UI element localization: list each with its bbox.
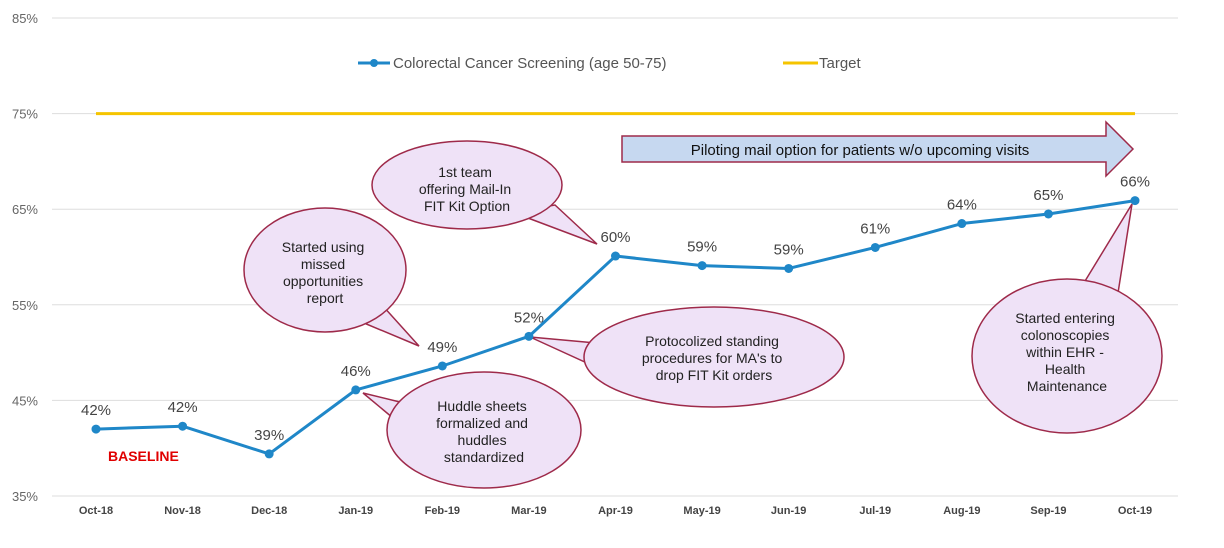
data-point: [784, 263, 794, 273]
data-labels: 42% 42% 39% 46% 49% 52% 60% 59% 59% 61% 64% 65% 66%: [81, 174, 1150, 444]
data-label: 39%: [254, 427, 284, 444]
banner-arrow: Piloting mail option for patients w/o up…: [621, 120, 1135, 178]
data-label: 52%: [514, 309, 544, 326]
callout-text-4: Protocolized standing procedures for MA'…: [642, 333, 786, 383]
data-point: [957, 219, 967, 229]
data-label: 59%: [774, 241, 804, 258]
y-axis-ticks: 35% 45% 55% 65% 75% 85%: [12, 11, 38, 504]
legend-label-screening: Colorectal Cancer Screening (age 50-75): [393, 55, 666, 72]
x-tick-label: Feb-19: [425, 505, 460, 517]
data-point: [870, 242, 880, 252]
y-tick-label: 55%: [12, 298, 38, 313]
data-label: 64%: [947, 197, 977, 214]
y-tick-label: 45%: [12, 393, 38, 408]
data-label: 65%: [1033, 187, 1063, 204]
callout-text-3: Huddle sheets formalized and huddles sta…: [436, 398, 532, 465]
legend-label-target: Target: [819, 55, 862, 72]
x-tick-label: Nov-18: [164, 505, 201, 517]
callout-colonoscopies: Started entering colonoscopies within EH…: [971, 203, 1163, 434]
data-point: [1043, 209, 1053, 219]
screening-series: [91, 196, 1140, 459]
legend: Colorectal Cancer Screening (age 50-75) …: [358, 55, 862, 72]
callout-text-5: Started entering colonoscopies within EH…: [1015, 310, 1119, 394]
callout-text-1: Started using missed opportunities repor…: [282, 239, 368, 306]
y-tick-label: 75%: [12, 107, 38, 122]
baseline-label: BASELINE: [108, 448, 179, 464]
data-point: [611, 251, 620, 261]
x-tick-label: Oct-18: [79, 505, 113, 517]
data-label: 59%: [687, 239, 717, 256]
data-label: 49%: [427, 339, 457, 356]
data-point: [351, 385, 361, 395]
data-label: 42%: [81, 402, 111, 419]
callout-huddle-sheets: Huddle sheets formalized and huddles sta…: [362, 371, 582, 489]
x-tick-label: Mar-19: [511, 505, 546, 517]
callout-missed-opportunities: Started using missed opportunities repor…: [243, 207, 420, 347]
x-axis-ticks: Oct-18 Nov-18 Dec-18 Jan-19 Feb-19 Mar-19 Apr-…: [79, 505, 1152, 517]
data-label: 46%: [341, 363, 371, 380]
y-tick-label: 85%: [12, 11, 38, 26]
x-tick-label: Apr-19: [598, 505, 633, 517]
banner-text: Piloting mail option for patients w/o up…: [691, 142, 1030, 159]
data-label: 66%: [1120, 174, 1150, 191]
data-point: [264, 449, 274, 459]
data-point: [91, 424, 101, 434]
data-point: [697, 261, 707, 271]
x-tick-label: Jul-19: [859, 505, 891, 517]
x-tick-label: Oct-19: [1118, 505, 1152, 517]
data-point: [524, 331, 534, 341]
callout-mail-in-fit: 1st team offering Mail-In FIT Kit Option: [371, 140, 598, 245]
y-tick-label: 65%: [12, 202, 38, 217]
data-point: [1130, 196, 1140, 206]
x-tick-label: Jun-19: [771, 505, 806, 517]
data-label: 42%: [168, 399, 198, 416]
x-tick-label: Aug-19: [943, 505, 980, 517]
callouts: Started using missed opportunities repor…: [243, 140, 1163, 489]
data-label: 60%: [600, 229, 630, 246]
callout-text-2: 1st team offering Mail-In FIT Kit Option: [419, 164, 515, 214]
data-point: [178, 421, 188, 431]
y-tick-label: 35%: [12, 489, 38, 504]
x-tick-label: May-19: [683, 505, 720, 517]
banner-arrow-shape: [621, 120, 1135, 178]
x-tick-label: Dec-18: [251, 505, 287, 517]
legend-marker-screening: [370, 59, 378, 67]
x-tick-label: Sep-19: [1030, 505, 1066, 517]
x-tick-label: Jan-19: [338, 505, 373, 517]
data-point: [437, 361, 447, 371]
callout-protocolized: Protocolized standing procedures for MA'…: [529, 306, 845, 408]
data-label: 61%: [860, 220, 890, 237]
